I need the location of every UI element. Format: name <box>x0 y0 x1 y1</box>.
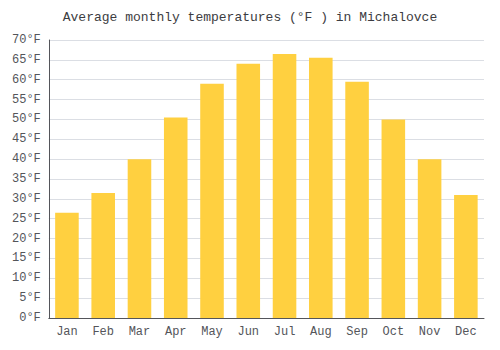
svg-text:25°F: 25°F <box>12 212 41 226</box>
svg-text:30°F: 30°F <box>12 192 41 206</box>
svg-text:50°F: 50°F <box>12 112 41 126</box>
svg-text:5°F: 5°F <box>19 291 41 305</box>
svg-text:65°F: 65°F <box>12 53 41 67</box>
svg-text:Aug: Aug <box>310 325 332 339</box>
svg-text:Average monthly temperatures (: Average monthly temperatures (°F ) in Mi… <box>63 10 437 25</box>
svg-text:Apr: Apr <box>165 325 187 339</box>
svg-text:Mar: Mar <box>129 325 151 339</box>
svg-text:0°F: 0°F <box>19 311 41 325</box>
svg-text:15°F: 15°F <box>12 251 41 265</box>
svg-text:Nov: Nov <box>419 325 441 339</box>
svg-text:Jun: Jun <box>237 325 259 339</box>
svg-text:May: May <box>201 325 223 339</box>
svg-text:55°F: 55°F <box>12 93 41 107</box>
svg-text:35°F: 35°F <box>12 172 41 186</box>
svg-text:70°F: 70°F <box>12 33 41 47</box>
svg-text:10°F: 10°F <box>12 271 41 285</box>
svg-text:Feb: Feb <box>92 325 114 339</box>
svg-text:60°F: 60°F <box>12 73 41 87</box>
svg-text:20°F: 20°F <box>12 232 41 246</box>
svg-text:Sep: Sep <box>346 325 368 339</box>
svg-text:45°F: 45°F <box>12 132 41 146</box>
svg-text:Oct: Oct <box>383 325 405 339</box>
svg-text:40°F: 40°F <box>12 152 41 166</box>
svg-text:Jan: Jan <box>56 325 78 339</box>
svg-text:Jul: Jul <box>274 325 296 339</box>
svg-text:Dec: Dec <box>455 325 477 339</box>
